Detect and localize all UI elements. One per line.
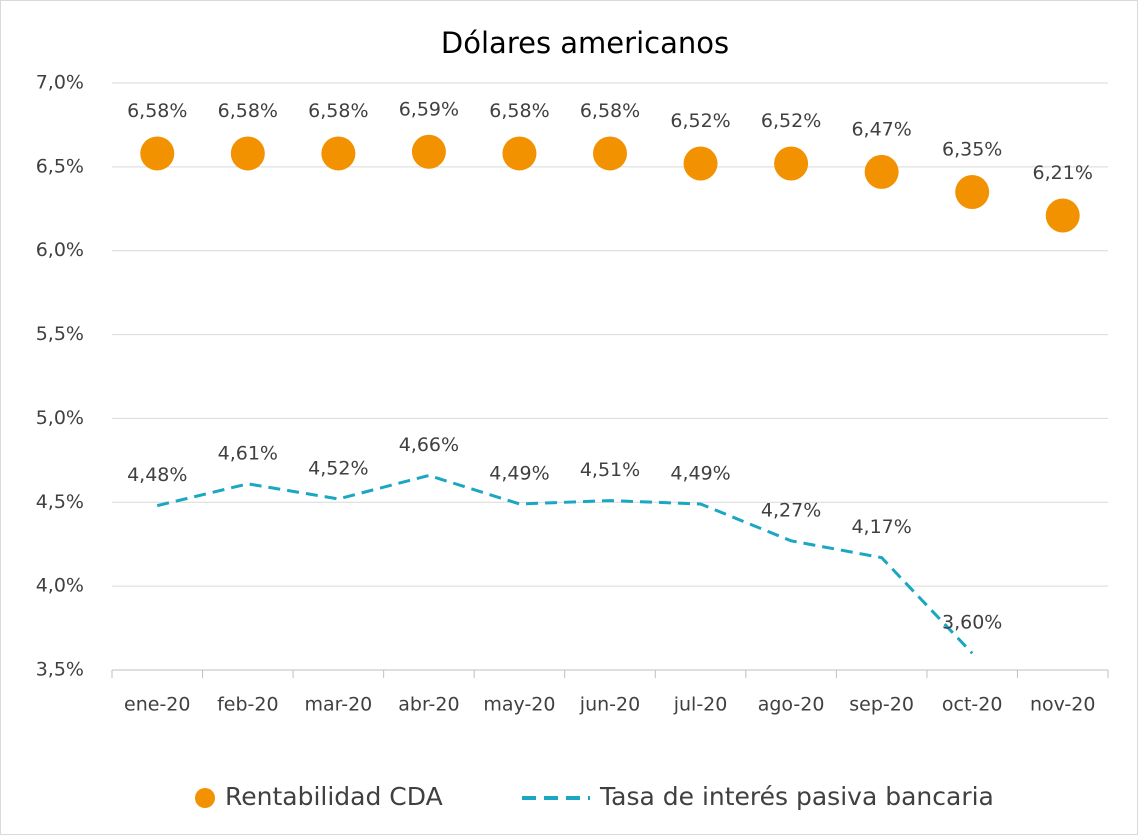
data-label: 6,58% — [489, 100, 549, 122]
y-tick-label: 6,5% — [36, 155, 84, 177]
x-tick-label: sep-20 — [849, 694, 914, 716]
marker — [321, 136, 356, 171]
data-label: 6,52% — [761, 110, 821, 132]
data-label: 4,66% — [399, 434, 459, 456]
x-tick-label: abr-20 — [398, 694, 459, 716]
data-label: 6,35% — [942, 139, 1002, 161]
data-label: 4,17% — [851, 516, 911, 538]
legend-label: Rentabilidad CDA — [225, 782, 443, 811]
data-label: 3,60% — [942, 612, 1002, 634]
x-tick-label: oct-20 — [942, 694, 1003, 716]
marker — [411, 134, 446, 169]
x-tick-label: jun-20 — [579, 694, 640, 716]
data-label: 6,52% — [670, 110, 730, 132]
x-tick-label: jul-20 — [673, 694, 728, 716]
y-tick-label: 6,0% — [36, 239, 84, 261]
data-label: 6,21% — [1033, 162, 1093, 184]
data-label: 4,49% — [489, 462, 549, 484]
data-label: 6,59% — [399, 98, 459, 120]
line-series — [156, 473, 974, 655]
data-label: 4,48% — [127, 464, 187, 486]
marker — [593, 136, 627, 171]
marker — [140, 136, 175, 171]
data-label: 4,52% — [308, 457, 368, 479]
y-tick-label: 7,0% — [36, 72, 84, 94]
marker — [955, 175, 990, 210]
x-tick-label: mar-20 — [304, 694, 372, 716]
x-tick-label: feb-20 — [217, 694, 278, 716]
data-label: 4,27% — [761, 499, 821, 521]
legend-label: Tasa de interés pasiva bancaria — [599, 782, 994, 811]
data-label: 4,51% — [580, 459, 640, 481]
marker — [230, 136, 265, 171]
x-tick-label: nov-20 — [1030, 694, 1095, 716]
x-tick-label: may-20 — [483, 694, 555, 716]
marker — [683, 146, 718, 181]
chart-title: Dólares americanos — [441, 26, 729, 60]
data-label: 6,58% — [218, 100, 278, 122]
data-label: 4,49% — [670, 462, 730, 484]
y-tick-label: 4,5% — [36, 491, 84, 513]
marker — [864, 154, 899, 189]
legend-marker — [195, 788, 215, 808]
y-tick-label: 3,5% — [36, 659, 84, 681]
marker — [502, 136, 537, 171]
marker — [774, 146, 809, 181]
x-tick-label: ago-20 — [758, 694, 825, 716]
data-label: 4,61% — [218, 442, 278, 464]
data-label: 6,58% — [580, 100, 640, 122]
data-label: 6,58% — [308, 100, 368, 122]
marker — [1045, 198, 1080, 233]
y-tick-label: 4,0% — [36, 575, 84, 597]
data-label: 6,58% — [127, 100, 187, 122]
y-tick-label: 5,0% — [36, 407, 84, 429]
y-tick-label: 5,5% — [36, 323, 84, 345]
x-tick-label: ene-20 — [124, 694, 190, 716]
data-label: 6,47% — [851, 118, 911, 140]
